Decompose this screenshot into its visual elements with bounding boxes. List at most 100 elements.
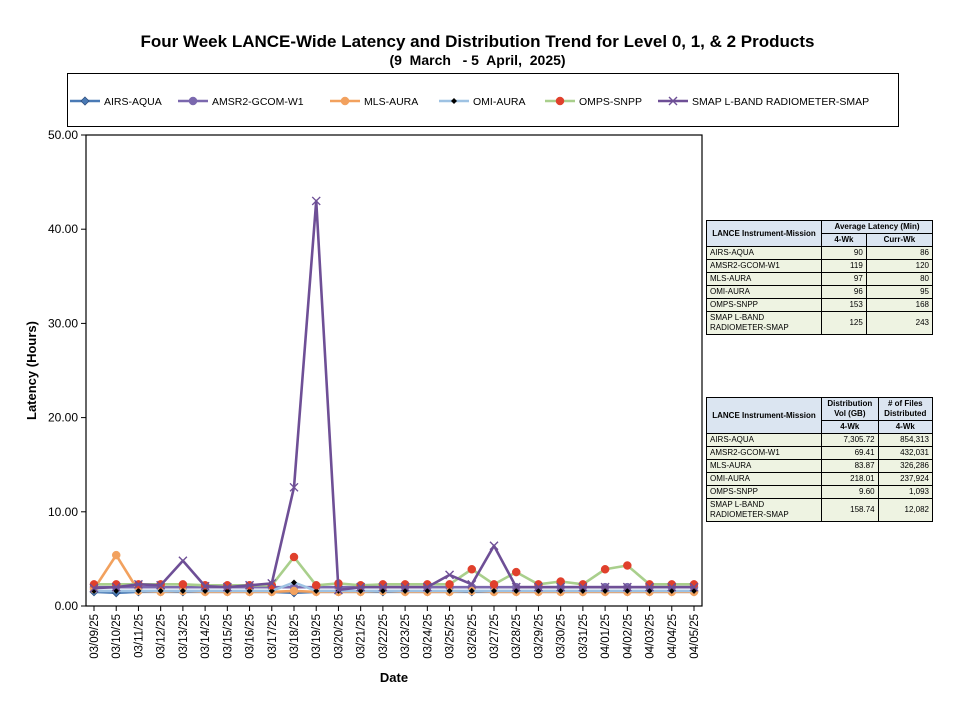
latency-table-cell-name: SMAP L-BAND RADIOMETER-SMAP (706, 311, 822, 335)
data-point (135, 587, 142, 594)
distribution-table-cell-a: 69.41 (821, 446, 879, 460)
latency-table-cell-b: 86 (865, 246, 934, 260)
series-line (94, 555, 694, 587)
data-point (178, 556, 188, 566)
data-point (156, 580, 166, 590)
dist-table-header-instrument: LANCE Instrument-Mission (706, 397, 822, 434)
distribution-table-cell-name: AIRS-AQUA (706, 433, 822, 447)
legend-item: OMPS-SNPP (545, 96, 642, 108)
distribution-table-cell-a: 7,305.72 (821, 433, 879, 447)
data-point (467, 565, 477, 574)
x-tick-label: 03/13/25 (178, 614, 190, 659)
data-point (202, 587, 209, 594)
x-tick-label: 03/12/25 (156, 614, 168, 659)
data-point (313, 587, 320, 594)
latency-table-cell-b: 80 (865, 272, 934, 286)
latency-table-row: MLS-AURA 97 80 (706, 272, 934, 286)
latency-table-row: OMI-AURA 96 95 (706, 285, 934, 299)
data-point (89, 583, 99, 593)
data-point (356, 582, 366, 592)
latency-table-sub-4wk: 4-Wk (821, 233, 867, 247)
x-tick-label: 03/18/25 (289, 614, 301, 659)
data-point (600, 565, 610, 574)
x-tick-label: 03/15/25 (222, 614, 234, 659)
plot-series (89, 196, 699, 598)
data-point (689, 582, 699, 592)
data-point (578, 582, 588, 592)
distribution-table-cell-b: 1,093 (877, 485, 934, 499)
legend-item: MLS-AURA (330, 96, 418, 108)
distribution-table-cell-a: 218.01 (821, 472, 879, 486)
latency-table-cell-a: 90 (821, 246, 867, 260)
y-tick-label: 50.00 (48, 128, 78, 142)
distribution-table-row: OMI-AURA 218.01 237,924 (706, 472, 934, 486)
latency-table-cell-name: OMPS-SNPP (706, 298, 822, 312)
latency-table: LANCE Instrument-Mission Average Latency… (706, 220, 934, 335)
x-tick-label: 03/16/25 (245, 614, 257, 659)
latency-table-cell-name: MLS-AURA (706, 272, 822, 286)
data-point (291, 579, 297, 586)
distribution-table-body: AIRS-AQUA 7,305.72 854,313 AMSR2-GCOM-W1 69.… (706, 433, 934, 522)
data-point (111, 582, 121, 592)
legend-item: AMSR2-GCOM-W1 (178, 96, 304, 108)
data-point (378, 582, 388, 592)
x-tick-label: 04/04/25 (667, 614, 679, 659)
data-point (400, 582, 410, 592)
distribution-table-cell-name: SMAP L-BAND RADIOMETER-SMAP (706, 498, 822, 522)
x-tick-label: 03/14/25 (200, 614, 212, 659)
distribution-table-row: AIRS-AQUA 7,305.72 854,313 (706, 433, 934, 447)
latency-table-cell-name: AMSR2-GCOM-W1 (706, 259, 822, 273)
latency-table-cell-a: 125 (821, 311, 867, 335)
data-point (111, 550, 121, 560)
y-tick-label: 20.00 (48, 411, 78, 425)
x-tick-label: 03/22/25 (378, 614, 390, 659)
legend-label: OMI-AURA (473, 96, 526, 108)
x-tick-label: 03/30/25 (556, 614, 568, 659)
distribution-table-cell-b: 854,313 (877, 433, 934, 447)
x-tick-label: 03/31/25 (578, 614, 590, 659)
x-tick-label: 04/02/25 (622, 614, 634, 659)
latency-table-cell-a: 96 (821, 285, 867, 299)
x-tick-label: 04/03/25 (645, 614, 657, 659)
distribution-table-cell-b: 237,924 (877, 472, 934, 486)
distribution-table-row: OMPS-SNPP 9.60 1,093 (706, 485, 934, 499)
x-tick-label: 04/01/25 (600, 614, 612, 659)
legend-marker (188, 96, 198, 106)
x-tick-label: 03/09/25 (89, 614, 101, 659)
data-point (200, 581, 210, 591)
distribution-table-cell-b: 432,031 (877, 446, 934, 460)
latency-table-header-average: Average Latency (Min) (821, 220, 933, 234)
data-point (289, 586, 299, 596)
data-point (489, 580, 499, 589)
dist-table-header-volume: Distribution Vol (GB) (821, 397, 879, 421)
data-point (667, 582, 677, 592)
data-point (511, 567, 521, 577)
data-point (245, 580, 255, 590)
axis-labels: Date Latency (Hours) (24, 321, 408, 685)
y-tick-label: 10.00 (48, 505, 78, 519)
data-point (157, 587, 164, 594)
legend-marker (555, 96, 565, 106)
legend-item: AIRS-AQUA (70, 96, 162, 108)
x-tick-label: 03/28/25 (511, 614, 523, 659)
dist-table-sub-4wk-vol: 4-Wk (821, 420, 879, 434)
series-line (94, 581, 694, 593)
y-axis-label: Latency (Hours) (24, 321, 39, 420)
legend-label: MLS-AURA (364, 96, 418, 108)
distribution-table: LANCE Instrument-Mission Distribution Vo… (706, 397, 934, 522)
chart-subtitle: (9 March - 5 April, 2025) (389, 52, 566, 68)
x-tick-label: 03/24/25 (422, 614, 434, 659)
data-point (289, 482, 299, 492)
legend-marker (668, 96, 678, 106)
chart-title: Four Week LANCE-Wide Latency and Distrib… (140, 32, 815, 51)
distribution-table-row: SMAP L-BAND RADIOMETER-SMAP 158.74 12,082 (706, 498, 934, 522)
x-tick-label: 03/29/25 (533, 614, 545, 659)
y-tick-label: 30.00 (48, 316, 78, 330)
latency-table-cell-name: OMI-AURA (706, 285, 822, 299)
legend: AIRS-AQUA AMSR2-GCOM-W1 MLS-AURA OMI-AURA OM… (70, 96, 869, 108)
data-point (511, 582, 521, 592)
data-point (133, 579, 143, 589)
distribution-table-row: AMSR2-GCOM-W1 69.41 432,031 (706, 446, 934, 460)
legend-marker (340, 96, 350, 106)
